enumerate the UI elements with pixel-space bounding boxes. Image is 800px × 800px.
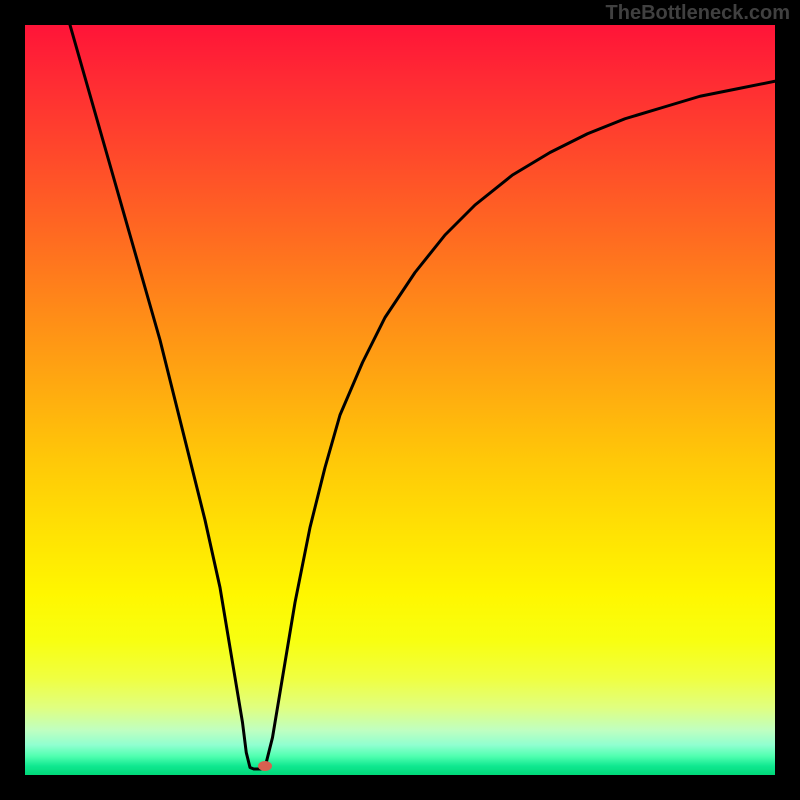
watermark-text: TheBottleneck.com <box>606 2 790 25</box>
minimum-marker <box>258 761 272 771</box>
bottleneck-curve <box>25 25 775 775</box>
plot-area <box>25 25 775 775</box>
